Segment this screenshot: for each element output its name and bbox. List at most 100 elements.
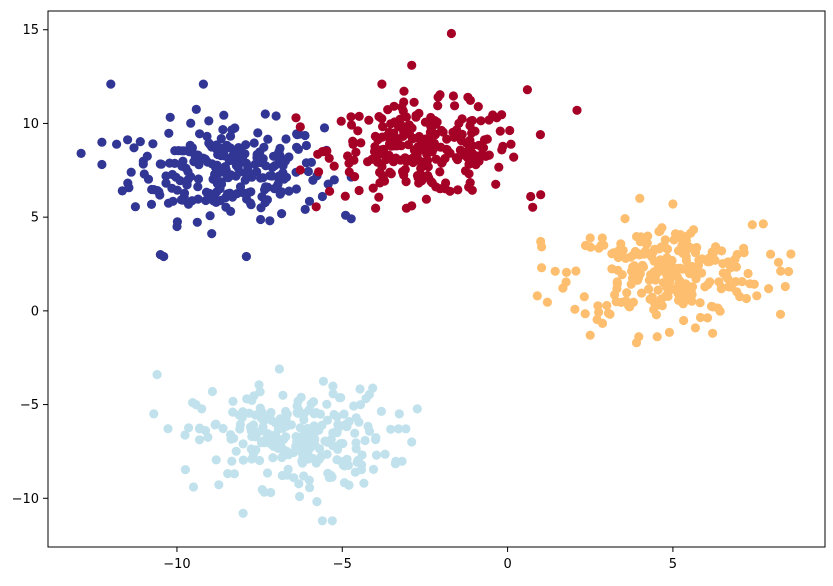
data-point (403, 140, 413, 150)
data-point (445, 148, 455, 158)
data-point (355, 400, 366, 410)
data-point (326, 434, 336, 444)
data-point (211, 197, 221, 207)
data-point (471, 160, 481, 170)
data-point (716, 282, 727, 292)
data-point (253, 128, 263, 138)
data-point (466, 116, 476, 126)
data-point (343, 151, 353, 161)
data-point (246, 187, 256, 197)
data-point (457, 114, 467, 124)
data-point (473, 102, 483, 112)
data-point (268, 453, 278, 463)
data-point (532, 291, 542, 301)
data-point (212, 144, 222, 154)
data-point (211, 187, 222, 197)
data-point (542, 297, 553, 307)
data-point (317, 147, 327, 157)
data-point (255, 387, 265, 397)
data-point (289, 473, 299, 483)
data-point (261, 161, 271, 171)
data-point (198, 79, 208, 89)
data-point (550, 266, 560, 276)
data-point (607, 249, 617, 259)
data-point (228, 396, 238, 406)
data-point (211, 455, 221, 465)
series-1 (291, 28, 582, 213)
data-point (335, 439, 346, 449)
data-point (203, 432, 213, 442)
data-point (522, 85, 533, 95)
data-point (570, 304, 580, 314)
data-point (467, 141, 477, 151)
data-point (195, 423, 205, 433)
data-point (308, 175, 318, 185)
data-point (273, 148, 283, 158)
data-point (328, 381, 338, 391)
data-point (421, 159, 431, 169)
data-point (679, 296, 690, 306)
series-2 (532, 193, 796, 348)
data-point (572, 105, 582, 115)
data-point (325, 186, 335, 196)
data-point (446, 28, 456, 39)
data-point (780, 281, 790, 292)
data-point (193, 174, 204, 184)
data-point (370, 131, 380, 141)
data-point (303, 166, 313, 177)
data-point (652, 332, 662, 342)
data-point (399, 86, 409, 96)
data-point (274, 364, 284, 374)
data-point (300, 425, 310, 435)
data-point (464, 169, 474, 179)
data-point (764, 284, 774, 294)
data-point (377, 132, 387, 142)
data-point (691, 274, 701, 284)
data-point (344, 480, 354, 490)
data-point (644, 284, 654, 294)
data-point (654, 244, 664, 254)
data-point (289, 447, 299, 458)
data-point (156, 159, 166, 169)
data-point (639, 249, 649, 259)
data-point (293, 396, 303, 406)
data-point (238, 439, 248, 449)
y-tick-label: −5 (20, 398, 39, 413)
data-point (298, 453, 308, 463)
data-point (204, 116, 214, 126)
data-point (152, 370, 162, 380)
data-point (380, 449, 390, 459)
data-point (263, 134, 273, 144)
data-point (378, 122, 388, 132)
data-point (412, 404, 422, 414)
data-point (262, 468, 273, 478)
data-point (214, 480, 224, 490)
data-point (265, 216, 275, 226)
data-point (228, 407, 238, 417)
data-point (340, 191, 350, 201)
data-point (260, 109, 270, 119)
data-point (278, 390, 288, 400)
data-point (371, 450, 382, 460)
data-point (536, 190, 546, 200)
data-point (252, 152, 262, 163)
data-point (324, 472, 334, 483)
data-point (329, 175, 339, 185)
data-point (281, 432, 291, 442)
data-point (664, 327, 675, 337)
data-point (391, 153, 401, 163)
data-point (278, 444, 288, 455)
data-point (123, 135, 133, 145)
y-tick-label: 0 (31, 304, 39, 319)
data-point (505, 125, 515, 136)
data-point (180, 465, 190, 475)
data-point (139, 169, 149, 179)
data-point (286, 420, 296, 430)
data-point (317, 420, 327, 430)
data-point (603, 308, 614, 318)
data-point (353, 126, 363, 136)
data-point (414, 133, 424, 143)
data-point (292, 129, 302, 139)
data-point (643, 231, 653, 241)
data-point (536, 236, 546, 247)
